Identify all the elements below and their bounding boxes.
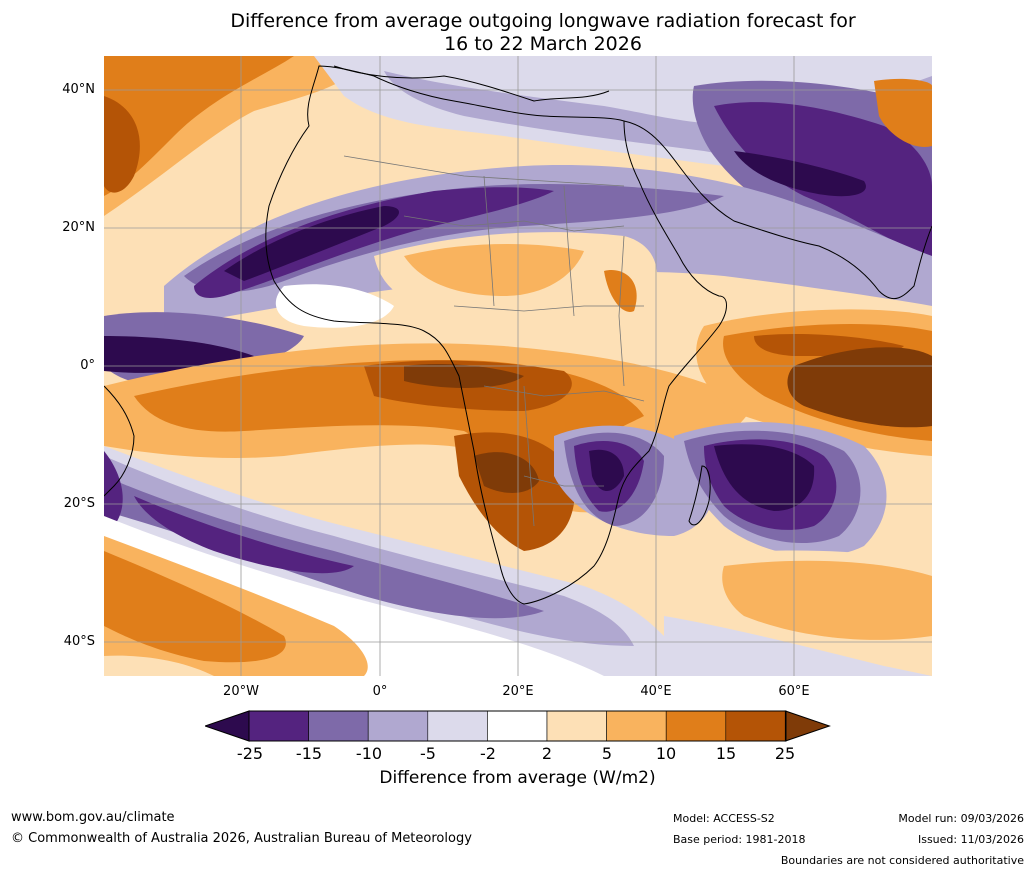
- region-ne-orange: [874, 78, 932, 147]
- colorbar-tick-15: 15: [715, 744, 737, 763]
- colorbar-label: Difference from average (W/m2): [379, 768, 656, 788]
- border-sahara-north: [343, 155, 625, 187]
- lat-label-20n: 20°N: [62, 220, 95, 235]
- boundary-disclaimer: Boundaries are not considered authoritat…: [780, 854, 1024, 867]
- colorbar-segment-9: [725, 710, 786, 742]
- colorbar-tick-minus5: -5: [420, 744, 436, 763]
- colorbar-segment-6: [546, 710, 607, 742]
- region-sw-corner-light: [104, 655, 214, 676]
- colorbar-segment-1: [248, 710, 309, 742]
- colorbar: [205, 710, 831, 742]
- region-nw-atlantic-peak: [104, 96, 140, 193]
- colorbar-segment-4: [427, 710, 488, 742]
- colorbar-segment-8: [665, 710, 727, 742]
- colorbar-tick-5: 5: [601, 744, 613, 763]
- lat-label-40n: 40°N: [62, 82, 95, 97]
- region-nw-atlantic-strong: [104, 56, 294, 196]
- border-southern: [523, 475, 604, 487]
- title-line-2: 16 to 22 March 2026: [444, 33, 642, 55]
- region-sahel-strong: [194, 187, 554, 298]
- border-vertical-4: [523, 385, 535, 527]
- colorbar-tick-minus25: -25: [236, 744, 264, 763]
- region-se-indian-moderate: [722, 560, 932, 640]
- coastlines: [104, 65, 932, 605]
- border-vertical-1: [483, 175, 495, 307]
- border-vertical-3: [618, 235, 625, 387]
- colorbar-extend-high: [784, 710, 831, 742]
- region-south-band-peak: [134, 496, 354, 574]
- issued-date: Issued: 11/03/2026: [917, 833, 1024, 846]
- colorbar-extend-low: [205, 710, 250, 742]
- border-congo: [483, 385, 645, 402]
- lat-label-equator: 0°: [80, 358, 95, 373]
- website-link[interactable]: www.bom.gov.au/climate: [11, 810, 175, 825]
- arabia-coastline: [623, 120, 932, 300]
- colorbar-outline: [248, 710, 787, 742]
- region-congo-peak: [404, 364, 524, 388]
- country-borders: [343, 155, 645, 527]
- colorbar-tick-10: 10: [655, 744, 677, 763]
- region-mozambique-peak: [589, 449, 624, 491]
- africa-coastline: [265, 65, 727, 605]
- lon-label-40e: 40°E: [640, 684, 672, 699]
- title-line-1: Difference from average outgoing longwav…: [230, 10, 856, 32]
- anomaly-map[interactable]: [104, 56, 932, 676]
- region-sw-atlantic-strong: [104, 551, 286, 663]
- border-sahel: [403, 215, 625, 232]
- region-arabia-peak: [734, 151, 866, 197]
- region-south-band-strong: [104, 476, 544, 619]
- region-indian-ocean-peak: [787, 347, 932, 428]
- madagascar-coastline: [688, 465, 711, 526]
- mediterranean-coastline: [333, 65, 610, 102]
- model-run-date: Model run: 09/03/2026: [898, 812, 1024, 825]
- model-info: Model: ACCESS-S2: [673, 812, 775, 825]
- lon-label-20w: 20°W: [223, 684, 259, 699]
- region-southern-africa-peak: [474, 452, 539, 493]
- colorbar-segment-2: [308, 710, 369, 742]
- graticule: [104, 56, 932, 676]
- lon-label-60e: 60°E: [778, 684, 810, 699]
- region-sahel-peak: [224, 206, 399, 281]
- map-svg: [104, 56, 932, 676]
- region-sahel-moderate: [184, 184, 724, 292]
- south-america-coastline: [104, 385, 135, 497]
- copyright-text: © Commonwealth of Australia 2026, Austra…: [11, 831, 472, 846]
- colorbar-tick-25: 25: [774, 744, 796, 763]
- colorbar-tick-minus15: -15: [295, 744, 323, 763]
- colorbar-tick-minus10: -10: [355, 744, 383, 763]
- lat-label-40s: 40°S: [63, 634, 95, 649]
- lon-label-20e: 20°E: [502, 684, 534, 699]
- colorbar-segments: [205, 710, 831, 742]
- base-period: Base period: 1981-2018: [673, 833, 806, 846]
- colorbar-segment-5: [487, 710, 548, 742]
- region-madagascar-peak: [714, 444, 815, 511]
- lon-label-0: 0°: [372, 684, 388, 699]
- border-central: [453, 305, 644, 312]
- lat-label-20s: 20°S: [63, 496, 95, 511]
- region-west-africa-moderate: [404, 244, 584, 296]
- chart-title: Difference from average outgoing longwav…: [0, 10, 1035, 56]
- region-west-africa-neutral: [275, 284, 394, 328]
- region-sw-edge-purple: [104, 451, 123, 526]
- colorbar-tick-minus2: -2: [480, 744, 496, 763]
- colorbar-segment-7: [606, 710, 667, 742]
- colorbar-segment-3: [367, 710, 429, 742]
- region-south-indian-light: [664, 616, 932, 676]
- border-vertical-2: [563, 185, 575, 317]
- colorbar-tick-2: 2: [541, 744, 553, 763]
